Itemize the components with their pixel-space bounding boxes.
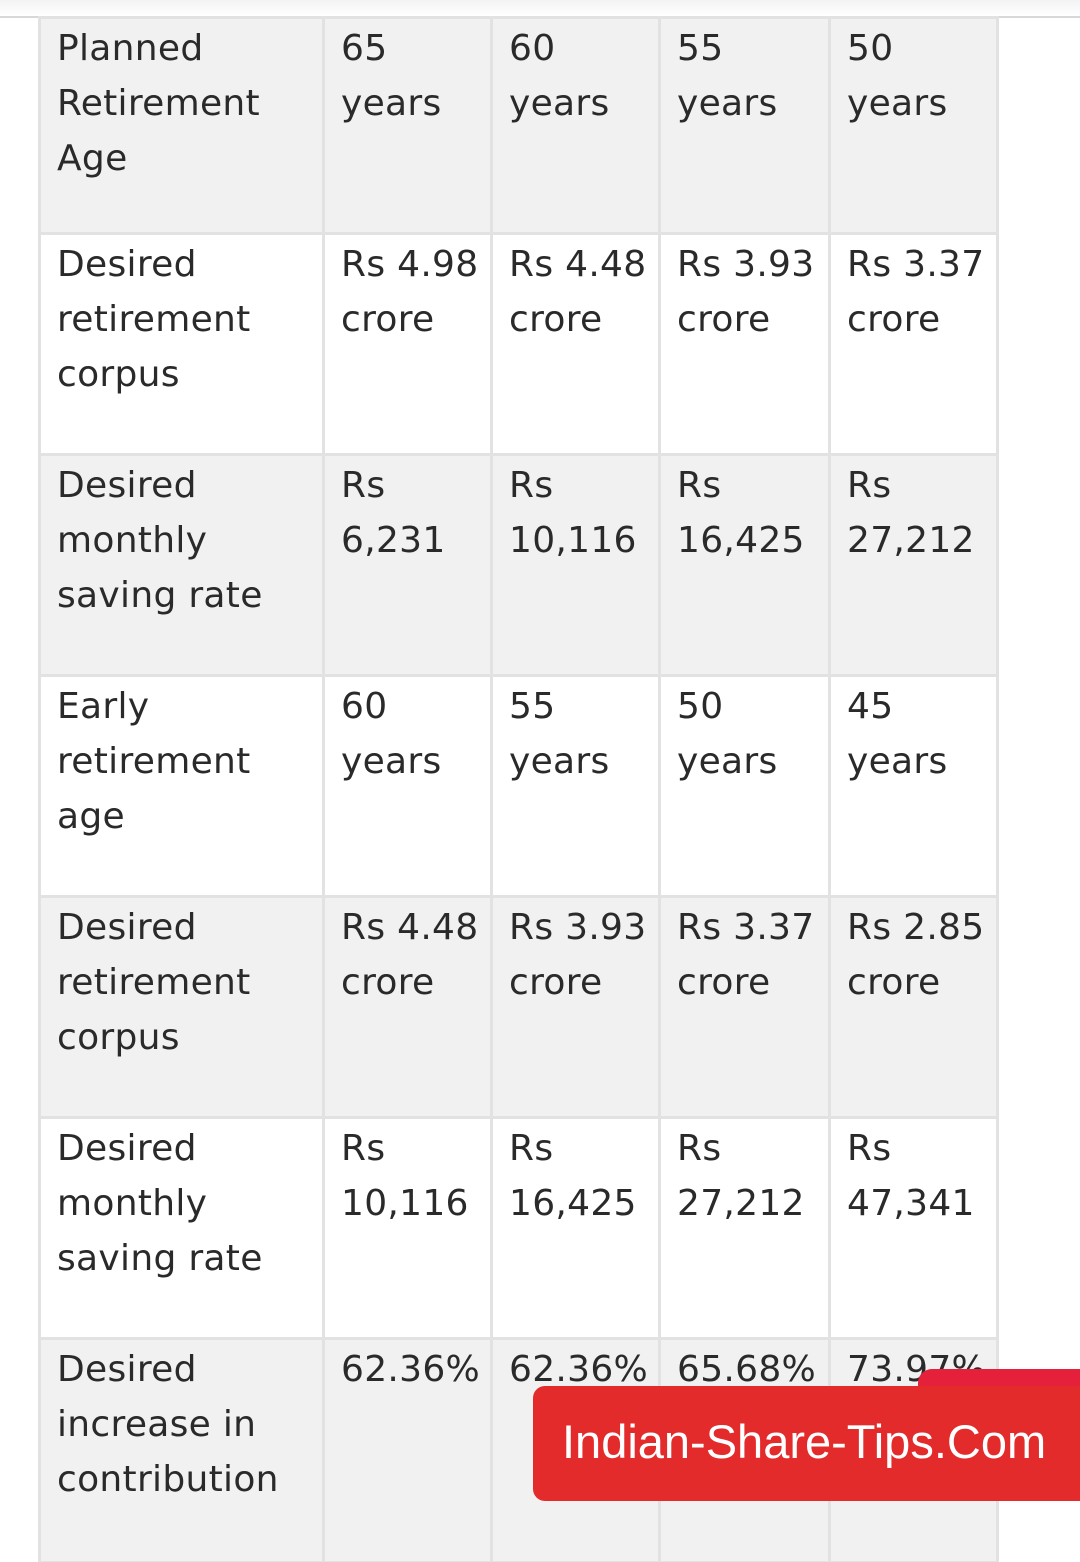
table-cell: 55 years xyxy=(490,674,661,898)
table-cell: 45 years xyxy=(828,674,999,898)
table-cell: Rs 27,212 xyxy=(658,1116,831,1340)
table-row-early-monthly-saving-rate: Desired monthly saving rate Rs 10,116 Rs… xyxy=(38,1116,999,1340)
table-row-desired-monthly-saving-rate: Desired monthly saving rate Rs 6,231 Rs … xyxy=(38,453,999,677)
table-cell: 55 years xyxy=(658,16,831,235)
table-row-planned-retirement-age: Planned Retirement Age 65 years 60 years… xyxy=(38,16,999,235)
table-row-early-retirement-corpus: Desired retirement corpus Rs 4.48 crore … xyxy=(38,895,999,1119)
table-cell: Rs 3.37 crore xyxy=(658,895,831,1119)
table-cell: 65 years xyxy=(322,16,493,235)
table-cell: Rs 10,116 xyxy=(490,453,661,677)
row-label: Desired monthly saving rate xyxy=(38,453,325,677)
row-label: Planned Retirement Age xyxy=(38,16,325,235)
table-cell: 60 years xyxy=(322,674,493,898)
table-cell: 50 years xyxy=(658,674,831,898)
table-row-early-retirement-age: Early retirement age 60 years 55 years 5… xyxy=(38,674,999,898)
row-label: Desired monthly saving rate xyxy=(38,1116,325,1340)
row-label: Desired retirement corpus xyxy=(38,232,325,456)
retirement-table-container: Planned Retirement Age 65 years 60 years… xyxy=(38,16,999,1562)
table-cell: Rs 10,116 xyxy=(322,1116,493,1340)
table-cell: Rs 16,425 xyxy=(658,453,831,677)
table-cell: Rs 2.85 crore xyxy=(828,895,999,1119)
table-cell: Rs 4.48 crore xyxy=(322,895,493,1119)
row-label: Desired increase in contribution xyxy=(38,1337,325,1562)
table-cell: Rs 6,231 xyxy=(322,453,493,677)
table-cell: Rs 3.93 crore xyxy=(658,232,831,456)
site-watermark-banner[interactable]: Indian-Share-Tips.Com xyxy=(533,1386,1080,1501)
table-cell: Rs 47,341 xyxy=(828,1116,999,1340)
table-cell: Rs 4.98 crore xyxy=(322,232,493,456)
site-watermark-text: Indian-Share-Tips.Com xyxy=(562,1415,1047,1468)
table-row-desired-retirement-corpus: Desired retirement corpus Rs 4.98 crore … xyxy=(38,232,999,456)
table-cell: Rs 3.93 crore xyxy=(490,895,661,1119)
table-cell: 50 years xyxy=(828,16,999,235)
table-cell: Rs 16,425 xyxy=(490,1116,661,1340)
row-label: Desired retirement corpus xyxy=(38,895,325,1119)
retirement-table: Planned Retirement Age 65 years 60 years… xyxy=(38,16,999,1562)
row-label: Early retirement age xyxy=(38,674,325,898)
table-cell: 60 years xyxy=(490,16,661,235)
table-cell: Rs 27,212 xyxy=(828,453,999,677)
table-cell: 62.36% xyxy=(322,1337,493,1562)
table-cell: Rs 4.48 crore xyxy=(490,232,661,456)
table-cell: Rs 3.37 crore xyxy=(828,232,999,456)
